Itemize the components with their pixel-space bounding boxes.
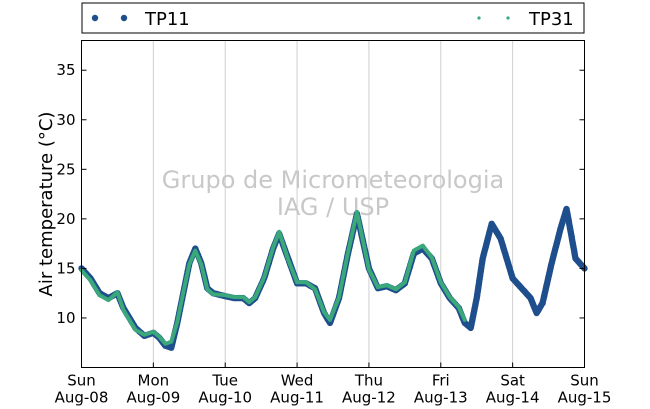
grid — [152, 40, 514, 368]
legend-marker — [120, 14, 128, 22]
x-tick-label-date: Aug-08 — [55, 389, 109, 407]
y-tick-label: 20 — [56, 210, 75, 228]
y-tick-label: 10 — [56, 309, 75, 327]
x-tick-label-day: Mon — [138, 372, 170, 390]
x-tick-label-date: Aug-14 — [486, 389, 540, 407]
y-tick-label: 35 — [56, 61, 75, 79]
y-axis-label: Air temperature (°C) — [36, 112, 57, 297]
data-point — [462, 317, 467, 322]
series-layer — [78, 205, 588, 351]
x-tick-label-day: Sun — [570, 372, 599, 390]
x-tick-label-date: Aug-12 — [342, 389, 396, 407]
legend-label: TP31 — [528, 9, 574, 30]
x-tick-label-date: Aug-09 — [126, 389, 180, 407]
x-tick-label-day: Sat — [500, 372, 525, 390]
watermark-line-1: Grupo de Micrometeorologia — [162, 166, 504, 194]
legend-label: TP11 — [144, 9, 190, 30]
x-tick-label-date: Aug-15 — [558, 389, 612, 407]
x-tick-label-day: Tue — [211, 372, 238, 390]
x-tick-label-day: Sun — [67, 372, 96, 390]
x-tick-label-date: Aug-10 — [198, 389, 252, 407]
x-tick-label-day: Thu — [354, 372, 383, 390]
legend-entry-tp31: TP31 — [477, 9, 574, 30]
legend-marker — [506, 16, 510, 20]
y-tick-label: 15 — [56, 259, 75, 277]
legend: TP11 TP31 — [81, 2, 585, 34]
y-tick-label: 25 — [56, 160, 75, 178]
y-axis: 10 15 20 25 30 35 — [56, 61, 585, 327]
x-tick-label-date: Aug-13 — [414, 389, 468, 407]
legend-box — [81, 2, 585, 34]
watermark-line-2: IAG / USP — [277, 193, 389, 221]
plot-frame — [81, 40, 585, 368]
legend-entry-tp11: TP11 — [91, 9, 190, 30]
series-tp31 — [79, 209, 467, 346]
x-tick-label-date: Aug-11 — [270, 389, 324, 407]
y-tick-label: 30 — [56, 111, 75, 129]
x-axis: SunAug-08MonAug-09TueAug-10WedAug-11ThuA… — [55, 362, 612, 407]
x-tick-label-day: Wed — [281, 372, 314, 390]
legend-marker — [477, 16, 481, 20]
legend-marker — [91, 14, 99, 22]
x-tick-label-day: Fri — [432, 372, 450, 390]
